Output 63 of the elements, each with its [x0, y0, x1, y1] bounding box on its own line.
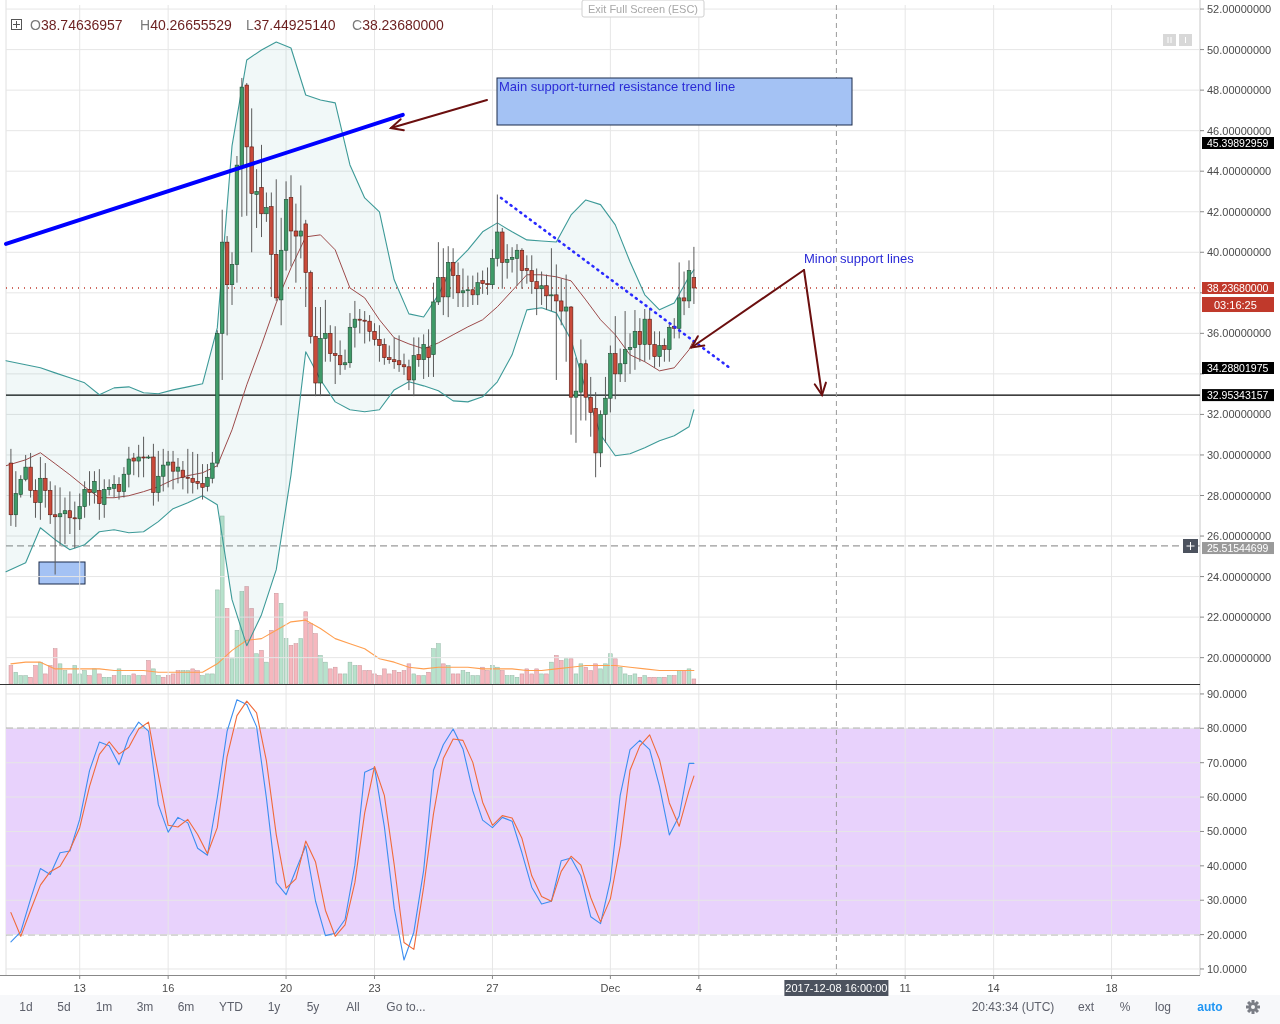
- y-tick-label: 70.0000: [1207, 756, 1247, 769]
- annotation: H40.26655529: [140, 17, 233, 33]
- x-tick-label: 11: [899, 982, 911, 994]
- annotation: L37.44925140: [246, 17, 336, 33]
- y-tick-label: 30.0000: [1207, 894, 1247, 907]
- x-tick-label: Dec: [600, 982, 621, 994]
- y-tick-label: 42.00000000: [1207, 205, 1272, 218]
- y-tick-label: 40.00000000: [1207, 246, 1272, 259]
- annotation: O38.74636957: [30, 17, 123, 33]
- ref-line-label: 32.95343157: [1207, 389, 1269, 402]
- text: 1y: [267, 1000, 281, 1014]
- y-tick-label: 30.00000000: [1207, 448, 1272, 461]
- text: 45.39892959: [1207, 137, 1269, 149]
- text: ext: [1077, 1000, 1095, 1014]
- y-tick-label: 50.0000: [1207, 825, 1247, 838]
- text: 3m: [136, 1000, 154, 1014]
- text: 03:16:25: [1214, 299, 1257, 312]
- text: 6m: [177, 1000, 195, 1014]
- text: Go to...: [386, 1000, 426, 1014]
- y-tick-label: 32.00000000: [1207, 408, 1272, 421]
- text: All: [346, 1000, 360, 1014]
- text: 20:43:34 (UTC): [971, 1000, 1055, 1014]
- y-tick-label: 20.00000000: [1207, 651, 1272, 664]
- y-tick-label: 50.00000000: [1207, 43, 1272, 56]
- y-tick-label: 52.00000000: [1207, 3, 1272, 16]
- x-tick-label: 18: [1105, 982, 1118, 994]
- ref-line-label: 38.23680000: [1207, 282, 1269, 295]
- text: log: [1154, 1000, 1172, 1014]
- y-tick-label: 10.0000: [1207, 962, 1247, 975]
- annotation: Main support-turned resistance trend line: [499, 79, 736, 94]
- text: 1d: [19, 1000, 33, 1014]
- annotation: Exit Full Screen (ESC): [587, 3, 699, 15]
- y-tick-label: 48.00000000: [1207, 84, 1272, 97]
- text: YTD: [219, 1000, 244, 1014]
- y-tick-label: 20.0000: [1207, 928, 1247, 941]
- text: 1m: [95, 1000, 113, 1014]
- text: 5d: [57, 1000, 71, 1014]
- y-tick-label: 44.00000000: [1207, 165, 1272, 178]
- x-tick-label: 13: [73, 982, 86, 994]
- text: 5y: [306, 1000, 320, 1014]
- annotation: Minor support lines: [804, 251, 915, 266]
- y-tick-label: 40.0000: [1207, 859, 1247, 872]
- y-tick-label: 22.00000000: [1207, 611, 1272, 624]
- text: %: [1119, 1000, 1131, 1014]
- y-tick-label: 80.0000: [1207, 722, 1247, 735]
- y-tick-label: 90.0000: [1207, 687, 1247, 700]
- y-tick-label: 46.00000000: [1207, 124, 1272, 137]
- ref-line-label: 2017-12-08 16:00:00: [785, 982, 888, 994]
- text: auto: [1197, 1000, 1223, 1014]
- x-tick-label: 4: [695, 982, 702, 994]
- text: 34.28801975: [1207, 362, 1269, 374]
- y-tick-label: 28.00000000: [1207, 489, 1272, 502]
- y-tick-label: 24.00000000: [1207, 570, 1272, 583]
- x-tick-label: 27: [486, 982, 499, 994]
- x-tick-label: 16: [162, 982, 175, 994]
- annotation: C38.23680000: [352, 17, 445, 33]
- x-tick-label: 14: [987, 982, 1000, 994]
- y-tick-label: 26.00000000: [1207, 530, 1272, 543]
- ref-line-label: 25.51544699: [1207, 542, 1269, 555]
- x-tick-label: 20: [279, 982, 293, 994]
- x-tick-label: 23: [368, 982, 381, 994]
- y-tick-label: 36.00000000: [1207, 327, 1272, 340]
- y-tick-label: 60.0000: [1207, 791, 1247, 804]
